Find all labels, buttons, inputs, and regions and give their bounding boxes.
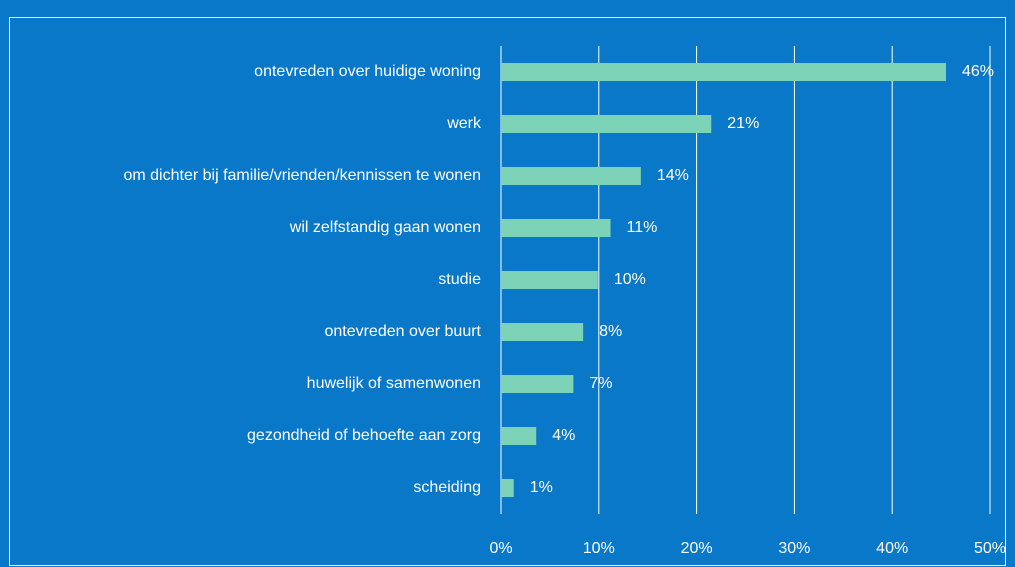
bar [501, 219, 611, 237]
bar [501, 323, 584, 341]
x-tick-label: 50% [974, 540, 1006, 557]
y-tick-label: wil zelfstandig gaan wonen [289, 219, 481, 236]
bar [501, 427, 537, 445]
x-tick-label: 20% [681, 540, 713, 557]
data-label: 10% [614, 271, 646, 288]
bar [501, 271, 598, 289]
x-tick-label: 40% [876, 540, 908, 557]
y-tick-label: studie [438, 271, 481, 288]
bar [501, 375, 574, 393]
bar [501, 167, 641, 185]
y-tick-label: om dichter bij familie/vrienden/kennisse… [123, 167, 481, 184]
y-tick-label: gezondheid of behoefte aan zorg [247, 427, 481, 444]
y-tick-label: werk [446, 115, 482, 132]
chart-border [9, 17, 1006, 566]
data-label: 14% [657, 167, 689, 184]
x-tick-label: 0% [489, 540, 512, 557]
bar [501, 479, 514, 497]
x-tick-label: 30% [778, 540, 810, 557]
data-label: 7% [589, 375, 612, 392]
data-label: 8% [599, 323, 622, 340]
data-label: 46% [962, 63, 994, 80]
bar [501, 63, 946, 81]
data-label: 11% [627, 219, 658, 236]
data-label: 1% [530, 479, 553, 496]
y-tick-label: ontevreden over buurt [324, 323, 481, 340]
x-tick-label: 10% [583, 540, 615, 557]
y-tick-label: ontevreden over huidige woning [254, 63, 481, 80]
data-label: 4% [552, 427, 575, 444]
data-label: 21% [727, 115, 759, 132]
y-tick-label: scheiding [413, 479, 481, 496]
bar [501, 115, 712, 133]
y-tick-label: huwelijk of samenwonen [307, 375, 481, 392]
